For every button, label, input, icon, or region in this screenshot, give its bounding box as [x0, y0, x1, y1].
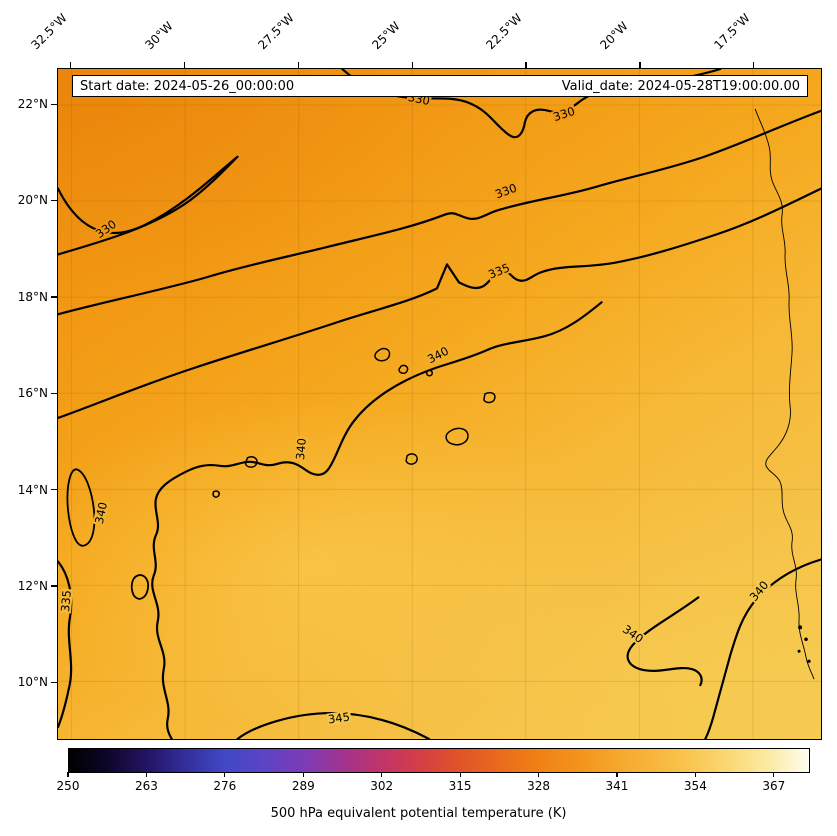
colorbar-tickmark [145, 772, 147, 777]
colorbar-tickmark [459, 772, 461, 777]
x-tickmark [297, 62, 300, 68]
coastline-west-africa [754, 108, 815, 680]
colorbar-tickmark [67, 772, 69, 777]
y-tick-label: 16°N [17, 386, 48, 401]
colorbar-tickmark [616, 772, 618, 777]
y-tickmark [51, 103, 57, 105]
x-tickmark [70, 62, 72, 68]
x-tick-label: 20°W [597, 18, 631, 53]
x-tickmark [411, 62, 413, 68]
y-tickmark [51, 681, 57, 683]
y-tickmark [51, 585, 57, 587]
colorbar-tick-label: 315 [448, 779, 472, 793]
x-tick-label: 27.5°W [255, 10, 298, 53]
y-tickmark [51, 488, 57, 491]
y-tick-label: 18°N [17, 289, 48, 304]
colorbar-tickmark [224, 772, 226, 777]
colorbar [68, 748, 810, 773]
y-tickmark [51, 392, 57, 394]
valid-date-text: Valid_date: 2024-05-28T19:00:00.00 [561, 78, 800, 94]
y-tick-label: 22°N [17, 97, 48, 112]
contour-335-diagonal [58, 187, 821, 420]
y-tick-label: 12°N [17, 578, 48, 593]
colorbar-tickmark [381, 772, 383, 777]
contour-small-blob [130, 574, 150, 600]
colorbar-tick-label: 354 [683, 779, 707, 793]
contour-label-345: 345 [326, 709, 352, 727]
colorbar-title: 500 hPa equivalent potential temperature… [270, 806, 567, 821]
colorbar-tickmark [302, 772, 304, 777]
y-tick-label: 10°N [17, 675, 48, 690]
contour-340-sliver [66, 468, 96, 547]
island-outlines [212, 347, 496, 498]
colorbar-tick-label: 289 [291, 779, 315, 793]
contour-label-335: 335 [58, 588, 74, 614]
colorbar-tickmark [773, 772, 775, 777]
contour-label-340: 340 [293, 436, 309, 462]
x-tick-label: 22.5°W [483, 10, 525, 53]
x-tick-label: 32.5°W [28, 10, 70, 53]
contour-330-diagonal [58, 109, 821, 316]
colorbar-tick-label: 341 [605, 779, 629, 793]
x-tickmark [183, 62, 186, 68]
y-tickmark [51, 199, 57, 202]
contour-340-right [704, 558, 821, 739]
y-tick-label: 14°N [17, 482, 48, 497]
x-tickmark [753, 62, 755, 68]
start-date-text: Start date: 2024-05-26_00:00:00 [80, 78, 295, 94]
x-tickmark [525, 62, 527, 68]
map-plot-area: 330 330 330 330 335 340 340 340 335 345 … [57, 68, 822, 740]
colorbar-tick-label: 328 [527, 779, 550, 793]
colorbar-tickmark [694, 772, 696, 777]
contour-330-tongue [58, 155, 239, 256]
coastal-islets [797, 625, 811, 663]
contour-layer [58, 69, 821, 739]
x-tick-label: 25°W [369, 18, 403, 53]
contour-335-left [58, 560, 73, 729]
header-annotation-bar: Start date: 2024-05-26_00:00:00 Valid_da… [72, 75, 808, 97]
colorbar-tick-label: 276 [213, 779, 237, 793]
x-tickmark [639, 62, 641, 68]
colorbar-tick-label: 263 [134, 779, 158, 793]
colorbar-tickmark [537, 772, 540, 777]
colorbar-tick-label: 250 [56, 779, 80, 793]
y-tickmark [51, 296, 57, 298]
contour-340-hook [626, 596, 703, 687]
graticule-gridlines [58, 69, 821, 739]
colorbar-tick-label: 302 [370, 779, 394, 793]
x-tick-label: 17.5°W [711, 10, 753, 53]
y-tick-label: 20°N [17, 193, 48, 208]
contour-340-meander [151, 301, 603, 739]
x-tick-label: 30°W [141, 18, 176, 53]
colorbar-tick-label: 367 [762, 779, 786, 793]
